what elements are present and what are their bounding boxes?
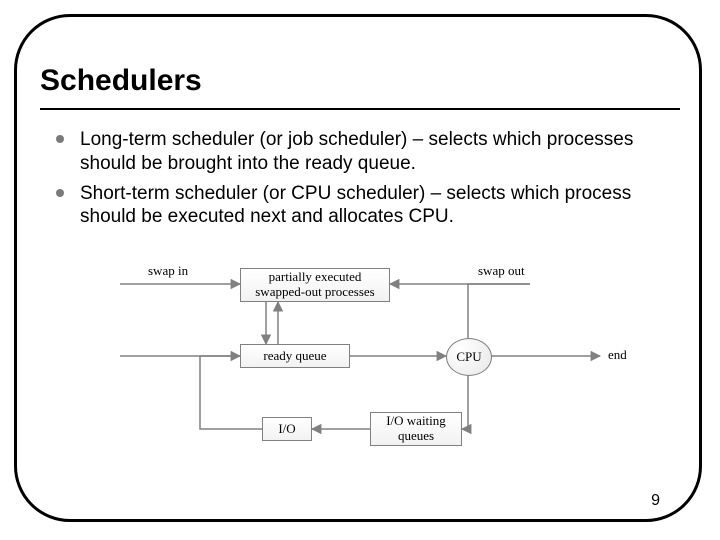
node-io: I/O (262, 417, 312, 441)
node-cpu: CPU (446, 338, 492, 376)
bullet-item: Long-term scheduler (or job scheduler) –… (56, 128, 666, 176)
node-ready-queue: ready queue (240, 344, 350, 368)
bullet-list: Long-term scheduler (or job scheduler) –… (56, 128, 666, 235)
edge-cpu-to-iowait (462, 374, 468, 429)
bullet-text: Long-term scheduler (or job scheduler) –… (80, 128, 666, 176)
title-underline (40, 108, 680, 110)
page-number: 9 (651, 492, 660, 510)
node-io-waiting-queues: I/O waiting queues (370, 412, 462, 446)
label-swap-out: swap out (478, 264, 525, 279)
bullet-text: Short-term scheduler (or CPU scheduler) … (80, 182, 666, 230)
bullet-item: Short-term scheduler (or CPU scheduler) … (56, 182, 666, 230)
bullet-icon (56, 135, 64, 143)
label-swap-in: swap in (148, 264, 188, 279)
node-swapped-processes: partially executed swapped-out processes (240, 268, 390, 302)
edge-cpu-to-swapout-up (468, 284, 530, 338)
label-end: end (608, 348, 627, 363)
bullet-icon (56, 189, 64, 197)
scheduler-diagram: swap in swap out end partially executed … (90, 262, 650, 482)
slide-title: Schedulers (40, 64, 202, 98)
